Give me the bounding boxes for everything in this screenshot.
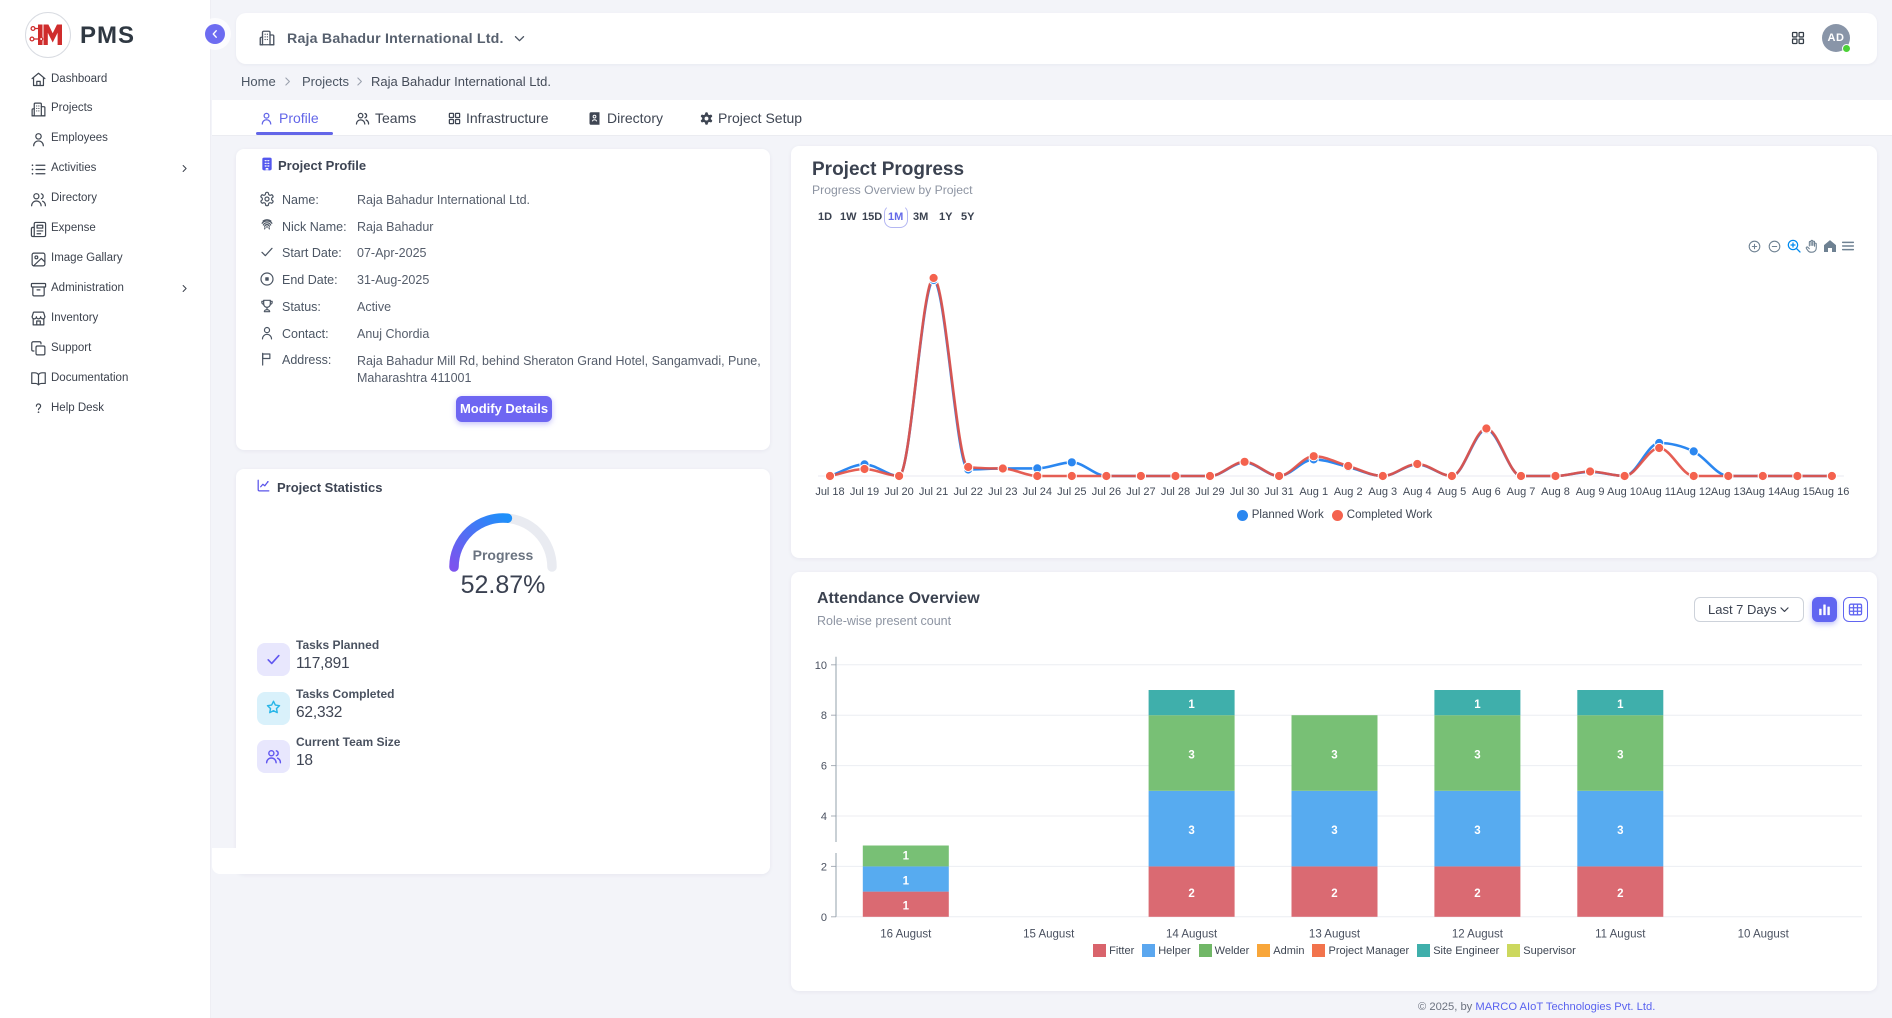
svg-text:2: 2: [1617, 888, 1623, 900]
svg-text:Jul 20: Jul 20: [884, 486, 913, 498]
svg-text:Aug 4: Aug 4: [1403, 486, 1432, 498]
svg-text:3: 3: [1617, 825, 1623, 837]
svg-text:11 August: 11 August: [1595, 928, 1646, 940]
svg-text:Jul 31: Jul 31: [1264, 486, 1293, 498]
svg-text:1: 1: [903, 901, 910, 913]
svg-text:Jul 24: Jul 24: [1023, 486, 1052, 498]
svg-text:Aug 11: Aug 11: [1642, 486, 1676, 498]
svg-text:3: 3: [1331, 750, 1337, 762]
svg-text:Aug 1: Aug 1: [1299, 486, 1328, 498]
svg-text:3: 3: [1331, 825, 1337, 837]
svg-text:Aug 5: Aug 5: [1438, 486, 1467, 498]
svg-text:6: 6: [821, 761, 827, 773]
svg-text:Jul 30: Jul 30: [1230, 486, 1259, 498]
svg-text:Jul 19: Jul 19: [850, 486, 879, 498]
svg-text:14 August: 14 August: [1166, 928, 1218, 940]
svg-text:1: 1: [903, 876, 910, 888]
svg-text:Aug 12: Aug 12: [1676, 486, 1711, 498]
svg-text:Aug 16: Aug 16: [1814, 486, 1849, 498]
svg-text:15 August: 15 August: [1023, 928, 1075, 940]
svg-text:Aug 7: Aug 7: [1507, 486, 1536, 498]
svg-text:16 August: 16 August: [880, 928, 932, 940]
svg-text:1: 1: [903, 850, 910, 862]
svg-text:Jul 28: Jul 28: [1161, 486, 1190, 498]
svg-text:Aug 6: Aug 6: [1472, 486, 1501, 498]
svg-text:Aug 2: Aug 2: [1334, 486, 1363, 498]
svg-text:Aug 13: Aug 13: [1711, 486, 1746, 498]
svg-text:1: 1: [1617, 699, 1624, 711]
svg-text:Jul 23: Jul 23: [988, 486, 1017, 498]
svg-text:Jul 18: Jul 18: [815, 486, 844, 498]
svg-text:10: 10: [815, 660, 827, 672]
svg-text:Jul 21: Jul 21: [919, 486, 948, 498]
svg-text:1: 1: [1474, 699, 1481, 711]
svg-text:Jul 22: Jul 22: [954, 486, 983, 498]
svg-text:Jul 26: Jul 26: [1092, 486, 1121, 498]
svg-text:Aug 15: Aug 15: [1780, 486, 1815, 498]
svg-text:Aug 3: Aug 3: [1368, 486, 1397, 498]
svg-text:0: 0: [821, 912, 827, 924]
svg-text:3: 3: [1617, 750, 1623, 762]
svg-text:13 August: 13 August: [1309, 928, 1361, 940]
svg-text:2: 2: [1331, 888, 1337, 900]
svg-text:Jul 25: Jul 25: [1057, 486, 1086, 498]
svg-text:3: 3: [1474, 825, 1480, 837]
svg-text:3: 3: [1188, 825, 1194, 837]
svg-text:2: 2: [821, 861, 827, 873]
svg-text:Jul 27: Jul 27: [1126, 486, 1155, 498]
svg-text:4: 4: [821, 811, 827, 823]
svg-text:12 August: 12 August: [1452, 928, 1504, 940]
svg-text:8: 8: [821, 710, 827, 722]
svg-text:Aug 10: Aug 10: [1607, 486, 1642, 498]
svg-text:Aug 14: Aug 14: [1745, 486, 1780, 498]
svg-text:2: 2: [1474, 888, 1480, 900]
svg-text:3: 3: [1474, 750, 1480, 762]
svg-text:10 August: 10 August: [1738, 928, 1790, 940]
svg-text:Aug 8: Aug 8: [1541, 486, 1570, 498]
svg-text:Aug 9: Aug 9: [1576, 486, 1605, 498]
svg-text:Jul 29: Jul 29: [1195, 486, 1224, 498]
svg-text:2: 2: [1188, 888, 1194, 900]
svg-text:1: 1: [1188, 699, 1195, 711]
svg-text:3: 3: [1188, 750, 1194, 762]
